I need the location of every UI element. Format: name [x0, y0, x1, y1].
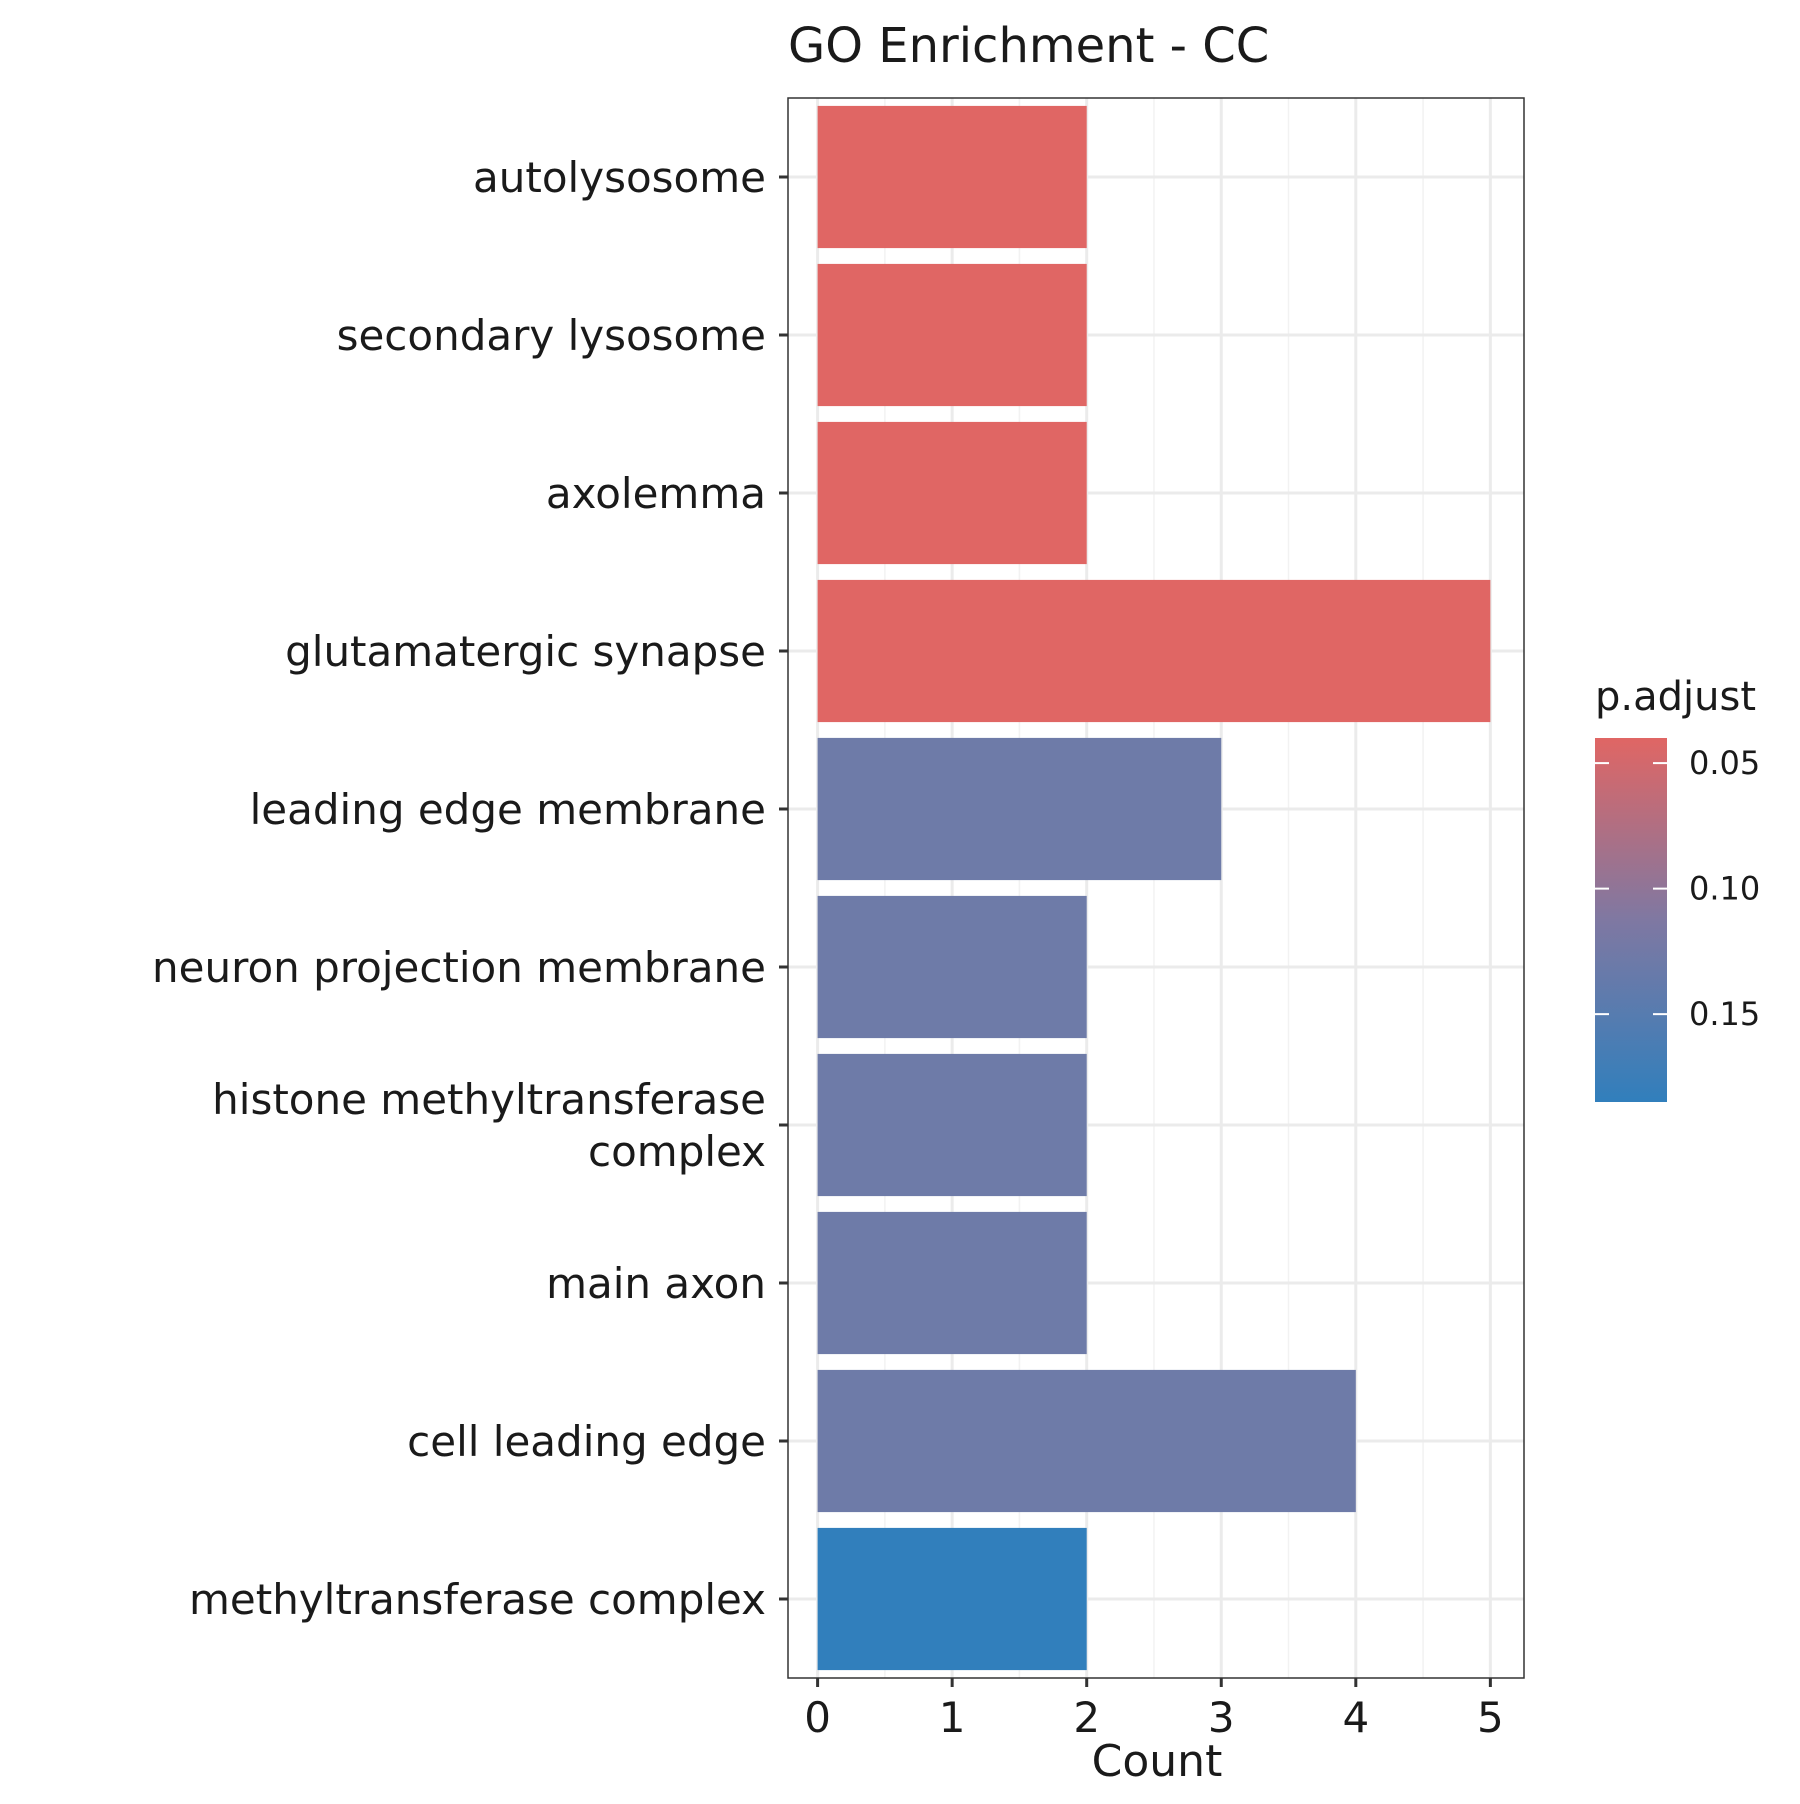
y-axis-tick-label: autolysosome — [473, 153, 766, 202]
x-axis-tick-label: 2 — [1073, 1693, 1100, 1742]
bar — [817, 1527, 1087, 1671]
legend-tick-label: 0.05 — [1689, 744, 1760, 782]
y-axis-tick-label: cell leading edge — [407, 1417, 766, 1466]
x-axis-tick-label: 1 — [939, 1693, 966, 1742]
y-axis-tick-label: histone methyltransferase complex — [212, 1075, 766, 1176]
legend-title: p.adjust — [1595, 674, 1756, 720]
plot-area: autolysosome secondary lysosome axolemma gl… — [152, 97, 1525, 1742]
legend-tick-label: 0.15 — [1689, 995, 1760, 1033]
x-axis-title: Count — [1092, 1736, 1223, 1787]
y-axis-tick-label: neuron projection membrane — [152, 943, 766, 992]
y-axis-tick-label: methyltransferase complex — [189, 1575, 766, 1624]
bar — [817, 579, 1491, 723]
bar — [817, 1053, 1087, 1197]
bar — [817, 1211, 1087, 1355]
y-axis-tick-label: axolemma — [546, 469, 766, 518]
legend: p.adjust 0.05 0.10 0.15 — [1595, 674, 1760, 1102]
legend-colorbar — [1595, 738, 1667, 1102]
x-axis-tick-label: 0 — [804, 1693, 831, 1742]
bar — [817, 263, 1087, 407]
legend-tick-label: 0.10 — [1689, 870, 1760, 908]
bar — [817, 1369, 1356, 1513]
x-axis-tick-label: 3 — [1208, 1693, 1235, 1742]
y-axis-tick-label: main axon — [546, 1259, 766, 1308]
chart-title: GO Enrichment - CC — [788, 18, 1269, 74]
y-axis-tick-label: secondary lysosome — [337, 311, 766, 360]
y-axis-tick-label: glutamatergic synapse — [285, 627, 766, 676]
x-axis-tick-label: 5 — [1477, 1693, 1504, 1742]
bar — [817, 737, 1222, 881]
bar — [817, 421, 1087, 565]
panel-border — [787, 97, 1525, 1679]
bar — [817, 895, 1087, 1039]
y-axis-tick-label: leading edge membrane — [250, 785, 766, 834]
x-axis-tick-label: 4 — [1342, 1693, 1369, 1742]
bar — [817, 105, 1087, 249]
